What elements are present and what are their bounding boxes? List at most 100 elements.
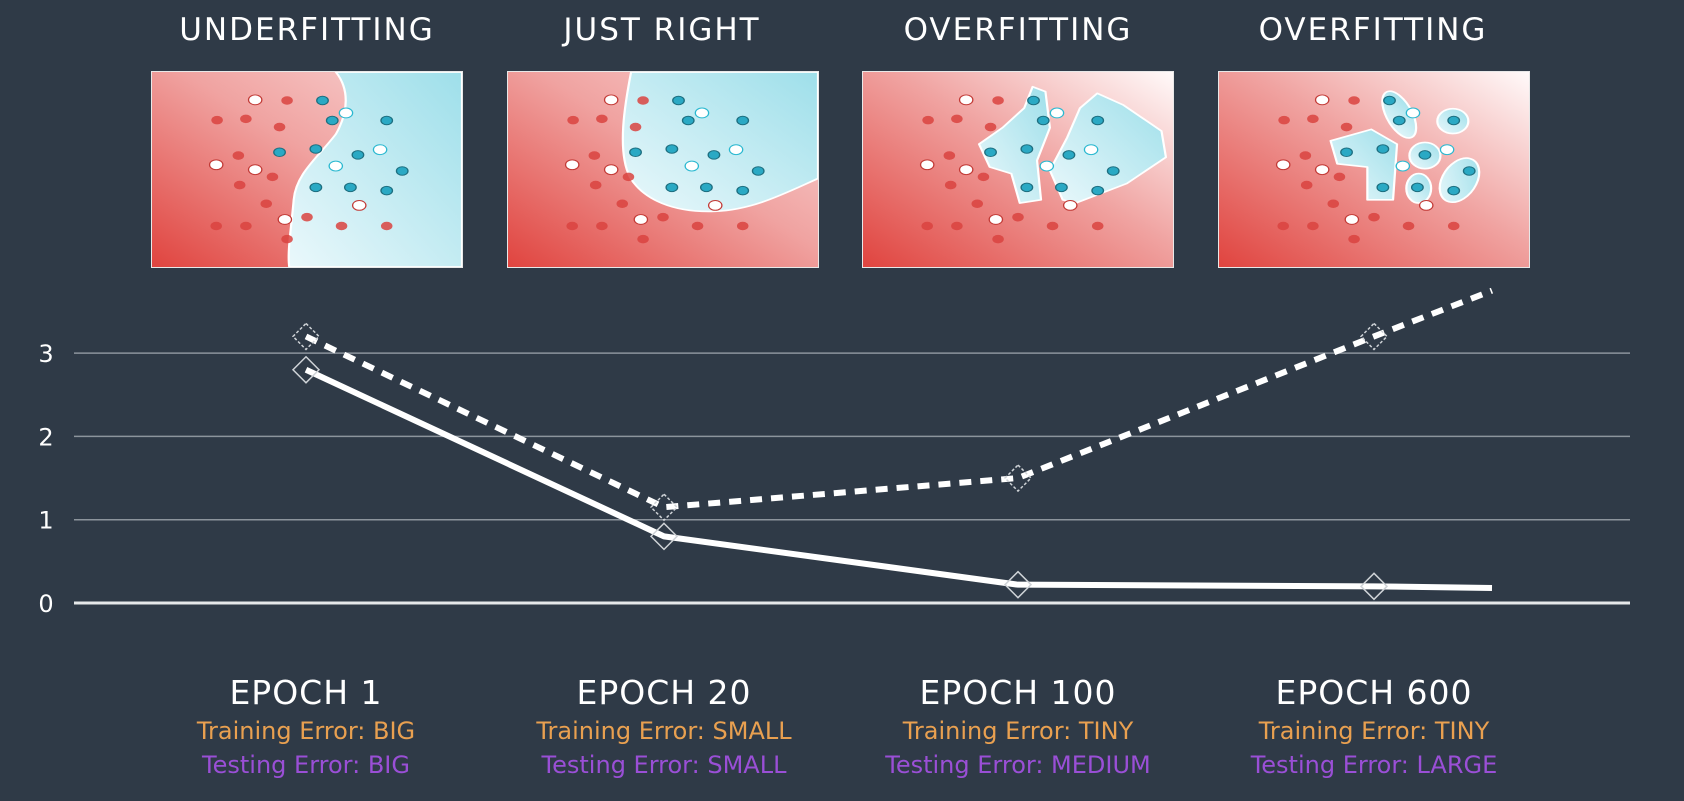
red-point: [616, 199, 629, 209]
red-point: [1278, 115, 1290, 125]
blue-test-point: [694, 107, 710, 119]
blue-point: [1062, 150, 1076, 160]
red-point: [622, 172, 635, 182]
red-point: [992, 96, 1004, 105]
red-test-point: [1344, 214, 1360, 225]
red-test-point: [351, 199, 367, 211]
blue-test-point: [372, 144, 388, 156]
scatter-panel-just-right: [507, 71, 819, 268]
testing-error-marker: [291, 322, 321, 351]
blue-point: [1410, 182, 1424, 193]
panel-title-underfitting: UNDERFITTING: [179, 12, 435, 48]
training-error-marker: [649, 522, 679, 551]
red-point: [380, 221, 393, 231]
scatter-plot: [863, 72, 1173, 267]
red-test-point: [603, 94, 619, 106]
red-test-point: [1062, 199, 1078, 211]
caption-epoch-100: EPOCH 100 Training Error: TINY Testing E…: [838, 672, 1198, 782]
red-point: [281, 234, 293, 244]
red-point: [1277, 221, 1289, 231]
panel-title-overfitting-1: OVERFITTING: [903, 12, 1133, 48]
red-point: [1348, 234, 1360, 244]
red-point: [971, 199, 984, 209]
red-point: [984, 122, 997, 132]
red-test-point: [633, 214, 649, 225]
blue-test-point: [1405, 107, 1421, 119]
testing-error-marker: [1003, 463, 1033, 493]
red-test-point: [208, 159, 224, 171]
red-point: [1300, 180, 1313, 190]
blue-point: [1383, 95, 1396, 106]
blue-point: [1020, 182, 1034, 193]
training-error-line: [304, 367, 1493, 592]
red-test-point: [707, 199, 723, 211]
red-point: [1368, 212, 1380, 222]
red-point: [637, 96, 649, 105]
red-point: [637, 234, 649, 244]
blue-point: [665, 182, 679, 193]
blue-point: [1376, 182, 1390, 193]
red-test-point: [564, 159, 580, 171]
red-test-point: [958, 94, 974, 106]
red-point: [977, 172, 990, 182]
blue-point: [736, 115, 750, 126]
class-region-blue: [621, 72, 818, 213]
blue-test-point: [684, 160, 700, 172]
blue-point: [351, 150, 365, 160]
red-point: [211, 115, 223, 125]
red-point: [301, 212, 313, 222]
red-test-point: [1314, 94, 1330, 106]
red-point: [951, 114, 963, 124]
red-point: [596, 114, 608, 124]
epoch-label: EPOCH 20: [576, 673, 752, 712]
training-error-label: Training Error: SMALL: [536, 717, 792, 745]
blue-point: [380, 115, 394, 126]
class-region-blue: [287, 72, 462, 267]
blue-point: [1340, 147, 1353, 158]
blue-test-point: [1395, 160, 1411, 172]
red-point: [260, 199, 273, 209]
training-error-marker: [1003, 570, 1033, 599]
caption-epoch-20: EPOCH 20 Training Error: SMALL Testing E…: [484, 672, 844, 782]
blue-point: [672, 95, 685, 106]
red-point: [1327, 199, 1340, 209]
blue-point: [1392, 115, 1406, 126]
blue-test-point: [328, 160, 344, 172]
red-test-point: [1275, 159, 1291, 171]
blue-point: [984, 147, 997, 158]
blue-test-point: [728, 144, 744, 156]
blue-point: [1447, 185, 1461, 196]
blue-point: [273, 147, 286, 158]
red-point: [951, 221, 963, 231]
blue-point: [1376, 144, 1390, 154]
blue-point: [343, 182, 357, 193]
caption-epoch-1: EPOCH 1 Training Error: BIG Testing Erro…: [126, 672, 486, 782]
blue-point: [1027, 95, 1040, 106]
red-point: [1340, 122, 1353, 132]
red-point: [921, 221, 933, 231]
y-tick-label: 2: [38, 423, 53, 451]
red-point: [1348, 96, 1360, 105]
red-test-point: [1418, 199, 1434, 211]
blue-point: [681, 115, 695, 126]
red-test-point: [247, 164, 263, 176]
red-point: [588, 151, 601, 160]
blue-point: [1036, 115, 1050, 126]
y-tick-label: 1: [38, 507, 53, 535]
blue-point: [1091, 185, 1105, 196]
blue-test-point: [338, 107, 354, 119]
red-point: [944, 180, 957, 190]
training-error-label: Training Error: TINY: [902, 717, 1134, 745]
y-tick-label: 0: [38, 590, 53, 618]
red-point: [240, 114, 252, 124]
red-point: [1307, 114, 1319, 124]
red-test-point: [958, 164, 974, 176]
blue-test-point: [1083, 144, 1099, 156]
caption-epoch-600: EPOCH 600 Training Error: TINY Testing E…: [1194, 672, 1554, 782]
training-error-marker: [1359, 572, 1389, 601]
red-point: [210, 221, 222, 231]
blue-point: [309, 144, 323, 154]
y-tick-label: 3: [38, 340, 53, 368]
red-point: [691, 221, 704, 231]
red-test-point: [919, 159, 935, 171]
